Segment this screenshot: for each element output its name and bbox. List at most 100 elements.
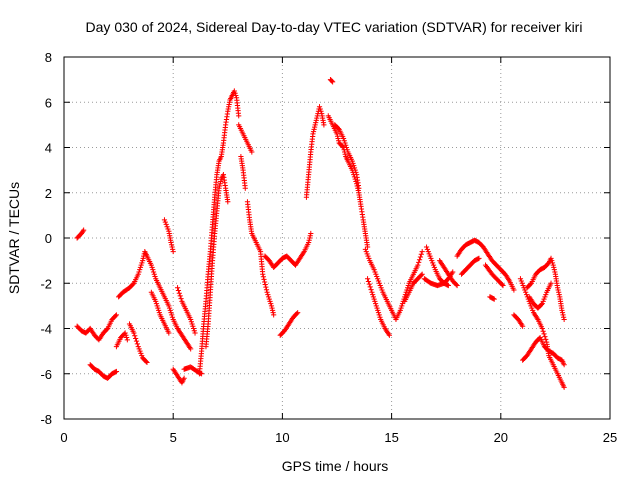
data-point bbox=[344, 147, 350, 153]
data-point bbox=[140, 258, 146, 264]
data-point bbox=[270, 310, 276, 316]
data-point bbox=[140, 255, 146, 261]
data-point bbox=[153, 298, 159, 304]
data-point bbox=[268, 303, 275, 309]
data-point bbox=[189, 321, 195, 327]
x-tick-label: 0 bbox=[60, 430, 67, 445]
data-point bbox=[427, 253, 433, 259]
data-point bbox=[137, 348, 143, 354]
data-point bbox=[316, 104, 323, 110]
data-point bbox=[262, 279, 268, 285]
data-point bbox=[190, 323, 196, 329]
data-point bbox=[424, 246, 431, 252]
data-point bbox=[166, 303, 172, 309]
y-tick-label: -8 bbox=[40, 412, 52, 427]
data-point bbox=[124, 337, 130, 343]
data-point bbox=[377, 282, 383, 289]
data-point bbox=[368, 286, 374, 293]
data-point bbox=[376, 312, 382, 318]
data-point bbox=[372, 269, 378, 275]
y-tick-label: -6 bbox=[40, 367, 52, 382]
data-point bbox=[415, 262, 421, 268]
data-point bbox=[233, 92, 239, 99]
data-point bbox=[265, 291, 271, 298]
data-point bbox=[418, 251, 424, 257]
data-point bbox=[376, 280, 382, 286]
data-point bbox=[374, 273, 380, 280]
data-point bbox=[318, 108, 324, 114]
data-point bbox=[342, 140, 348, 146]
data-point bbox=[262, 281, 268, 288]
data-point bbox=[349, 158, 355, 164]
data-point bbox=[377, 314, 383, 320]
data-point bbox=[156, 310, 162, 316]
data-point bbox=[373, 271, 379, 277]
data-point bbox=[167, 307, 173, 313]
data-point bbox=[416, 259, 422, 266]
y-axis-label: SDTVAR / TECUs bbox=[6, 182, 22, 294]
data-point bbox=[136, 269, 142, 275]
y-tick-label: 8 bbox=[45, 50, 52, 65]
data-point bbox=[263, 284, 269, 290]
data-point bbox=[149, 264, 155, 271]
data-point bbox=[218, 178, 224, 185]
x-tick-label: 15 bbox=[384, 430, 398, 445]
data-point bbox=[169, 314, 176, 320]
data-point bbox=[372, 298, 378, 304]
data-point bbox=[133, 335, 139, 342]
data-point bbox=[375, 310, 382, 316]
data-point bbox=[343, 142, 349, 148]
y-tick-labels: -8 -6 -4 -2 0 2 4 6 8 bbox=[40, 50, 52, 427]
data-point bbox=[112, 313, 119, 319]
data-point bbox=[150, 267, 156, 273]
data-point bbox=[374, 305, 380, 311]
data-point bbox=[379, 287, 385, 293]
data-point bbox=[162, 219, 168, 225]
data-point bbox=[549, 260, 556, 266]
data-point bbox=[217, 183, 223, 189]
data-point bbox=[169, 244, 175, 250]
data-point bbox=[375, 307, 381, 313]
data-point bbox=[242, 185, 248, 191]
y-tick-label: 4 bbox=[45, 141, 52, 156]
data-point bbox=[135, 271, 141, 277]
data-point bbox=[150, 269, 157, 275]
y-tick-label: -4 bbox=[40, 322, 52, 337]
data-point bbox=[556, 289, 562, 295]
data-point bbox=[364, 276, 371, 282]
data-point bbox=[216, 185, 222, 191]
data-point bbox=[177, 293, 183, 299]
data-point bbox=[340, 143, 346, 150]
data-point bbox=[166, 330, 172, 336]
data-point bbox=[170, 246, 176, 252]
data-point bbox=[317, 106, 323, 112]
data-point bbox=[191, 328, 197, 334]
data-point bbox=[192, 330, 198, 336]
data-point bbox=[122, 330, 128, 336]
x-axis-label: GPS time / hours bbox=[282, 458, 389, 474]
data-point bbox=[551, 267, 557, 273]
data-point bbox=[523, 291, 530, 298]
data-point bbox=[138, 350, 144, 356]
data-point bbox=[295, 310, 301, 316]
data-point bbox=[429, 258, 435, 264]
data-point bbox=[310, 131, 316, 137]
data-point bbox=[261, 276, 267, 282]
data-point bbox=[263, 287, 270, 293]
data-point bbox=[554, 285, 561, 291]
data-point bbox=[137, 264, 144, 271]
chart-title: Day 030 of 2024, Sidereal Day-to-day VTE… bbox=[86, 19, 583, 35]
data-point bbox=[175, 287, 182, 294]
data-point bbox=[365, 253, 371, 259]
data-point bbox=[543, 291, 549, 298]
data-point bbox=[430, 260, 436, 266]
data-point bbox=[161, 217, 168, 223]
data-point bbox=[517, 276, 524, 282]
grid bbox=[64, 57, 610, 419]
data-point bbox=[541, 296, 547, 302]
data-point bbox=[231, 88, 237, 94]
data-point bbox=[144, 359, 150, 366]
data-point bbox=[169, 312, 175, 318]
data-point bbox=[541, 331, 547, 337]
